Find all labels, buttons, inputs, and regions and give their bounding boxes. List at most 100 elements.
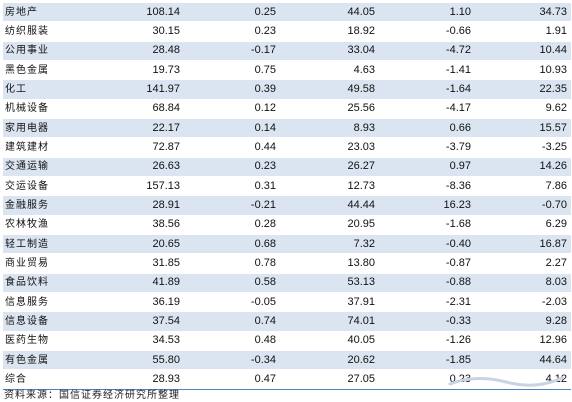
- value-cell-col5: 10.93: [475, 60, 571, 81]
- value-cell-col1: 22.17: [83, 118, 184, 139]
- value-cell-col3: 49.58: [280, 79, 379, 100]
- value-cell-col2: -0.34: [184, 350, 280, 371]
- value-cell-col1: 36.19: [83, 292, 184, 313]
- industry-name-cell: 黑色金属: [3, 60, 83, 81]
- value-cell-col5: 16.87: [475, 234, 571, 255]
- value-cell-col4: -4.17: [379, 99, 475, 119]
- value-cell-col4: 16.23: [379, 195, 475, 216]
- table-body: 房地产 108.14 0.25 44.05 1.10 34.73 纺织服装 30.15 0.23…: [3, 3, 571, 390]
- value-cell-col5: 14.26: [475, 157, 571, 177]
- value-cell-col4: -1.68: [379, 215, 475, 235]
- value-cell-col5: 22.35: [475, 79, 571, 100]
- value-cell-col3: 20.95: [280, 215, 379, 235]
- value-cell-col4: 0.66: [379, 118, 475, 139]
- value-cell-col4: -0.88: [379, 273, 475, 293]
- value-cell-col3: 37.91: [280, 292, 379, 313]
- table-row: 交运设备 157.13 0.31 12.73 -8.36 7.86: [3, 176, 571, 197]
- value-cell-col4: -1.64: [379, 79, 475, 100]
- value-cell-col2: -0.21: [184, 195, 280, 216]
- value-cell-col2: 0.31: [184, 176, 280, 197]
- value-cell-col3: 25.56: [280, 99, 379, 119]
- value-cell-col3: 33.04: [280, 41, 379, 61]
- table-row: 建筑建材 72.87 0.44 23.03 -3.79 -3.25: [3, 137, 571, 158]
- industry-name-cell: 金融服务: [3, 195, 83, 216]
- value-cell-col4: -1.85: [379, 350, 475, 371]
- industry-name-cell: 食品饮料: [3, 273, 83, 293]
- value-cell-col4: 0.97: [379, 157, 475, 177]
- value-cell-col1: 28.93: [83, 369, 184, 390]
- value-cell-col1: 19.73: [83, 60, 184, 81]
- industry-valuation-table: 房地产 108.14 0.25 44.05 1.10 34.73 纺织服装 30.15 0.23…: [3, 3, 571, 390]
- value-cell-col2: 0.28: [184, 215, 280, 235]
- industry-name-cell: 建筑建材: [3, 137, 83, 158]
- value-cell-col2: 0.44: [184, 137, 280, 158]
- value-cell-col2: 0.12: [184, 99, 280, 119]
- table-row: 纺织服装 30.15 0.23 18.92 -0.66 1.91: [3, 21, 571, 42]
- value-cell-col5: 15.57: [475, 118, 571, 139]
- value-cell-col1: 108.14: [83, 3, 184, 23]
- value-cell-col2: 0.74: [184, 311, 280, 332]
- value-cell-col2: 0.23: [184, 157, 280, 177]
- value-cell-col1: 28.48: [83, 41, 184, 61]
- value-cell-col3: 44.05: [280, 3, 379, 23]
- table-row: 信息服务 36.19 -0.05 37.91 -2.31 -2.03: [3, 292, 571, 313]
- industry-name-cell: 农林牧渔: [3, 215, 83, 235]
- value-cell-col2: 0.58: [184, 273, 280, 293]
- table-row: 医药生物 34.53 0.48 40.05 -1.26 12.96: [3, 331, 571, 351]
- value-cell-col5: -3.25: [475, 137, 571, 158]
- table-row: 金融服务 28.91 -0.21 44.44 16.23 -0.70: [3, 195, 571, 216]
- table-row: 家用电器 22.17 0.14 8.93 0.66 15.57: [3, 118, 571, 139]
- value-cell-col3: 4.63: [280, 60, 379, 81]
- value-cell-col5: 8.03: [475, 273, 571, 293]
- industry-name-cell: 房地产: [3, 3, 83, 23]
- value-cell-col2: 0.78: [184, 253, 280, 274]
- industry-name-cell: 公用事业: [3, 41, 83, 61]
- value-cell-col5: 1.91: [475, 21, 571, 42]
- industry-name-cell: 家用电器: [3, 118, 83, 139]
- value-cell-col3: 13.80: [280, 253, 379, 274]
- value-cell-col1: 68.84: [83, 99, 184, 119]
- industry-name-cell: 交通运输: [3, 157, 83, 177]
- value-cell-col2: 0.48: [184, 331, 280, 351]
- industry-name-cell: 有色金属: [3, 350, 83, 371]
- value-cell-col2: 0.75: [184, 60, 280, 81]
- value-cell-col4: -4.72: [379, 41, 475, 61]
- industry-name-cell: 医药生物: [3, 331, 83, 351]
- value-cell-col5: 9.62: [475, 99, 571, 119]
- value-cell-col4: 1.10: [379, 3, 475, 23]
- industry-name-cell: 纺织服装: [3, 21, 83, 42]
- value-cell-col3: 12.73: [280, 176, 379, 197]
- value-cell-col5: 9.28: [475, 311, 571, 332]
- table-row: 商业贸易 31.85 0.78 13.80 -0.87 2.27: [3, 253, 571, 274]
- industry-name-cell: 交运设备: [3, 176, 83, 197]
- value-cell-col1: 30.15: [83, 21, 184, 42]
- industry-name-cell: 信息设备: [3, 311, 83, 332]
- value-cell-col5: -2.03: [475, 292, 571, 313]
- value-cell-col4: -0.33: [379, 311, 475, 332]
- value-cell-col1: 72.87: [83, 137, 184, 158]
- value-cell-col5: -0.70: [475, 195, 571, 216]
- value-cell-col5: 4.12: [475, 369, 571, 390]
- industry-name-cell: 商业贸易: [3, 253, 83, 274]
- value-cell-col4: -0.66: [379, 21, 475, 42]
- table-row: 化工 141.97 0.39 49.58 -1.64 22.35: [3, 79, 571, 100]
- table-row: 信息设备 37.54 0.74 74.01 -0.33 9.28: [3, 311, 571, 332]
- value-cell-col5: 10.44: [475, 41, 571, 61]
- value-cell-col4: -0.87: [379, 253, 475, 274]
- value-cell-col2: 0.47: [184, 369, 280, 390]
- value-cell-col2: 0.25: [184, 3, 280, 23]
- value-cell-col4: -8.36: [379, 176, 475, 197]
- value-cell-col3: 18.92: [280, 21, 379, 42]
- value-cell-col3: 8.93: [280, 118, 379, 139]
- value-cell-col2: 0.68: [184, 234, 280, 255]
- industry-name-cell: 轻工制造: [3, 234, 83, 255]
- value-cell-col3: 40.05: [280, 331, 379, 351]
- value-cell-col4: -0.40: [379, 234, 475, 255]
- value-cell-col3: 27.05: [280, 369, 379, 390]
- value-cell-col2: 0.14: [184, 118, 280, 139]
- value-cell-col5: 6.29: [475, 215, 571, 235]
- value-cell-col1: 38.56: [83, 215, 184, 235]
- value-cell-col1: 41.89: [83, 273, 184, 293]
- table-row: 轻工制造 20.65 0.68 7.32 -0.40 16.87: [3, 234, 571, 255]
- table-row: 有色金属 55.80 -0.34 20.62 -1.85 44.64: [3, 350, 571, 371]
